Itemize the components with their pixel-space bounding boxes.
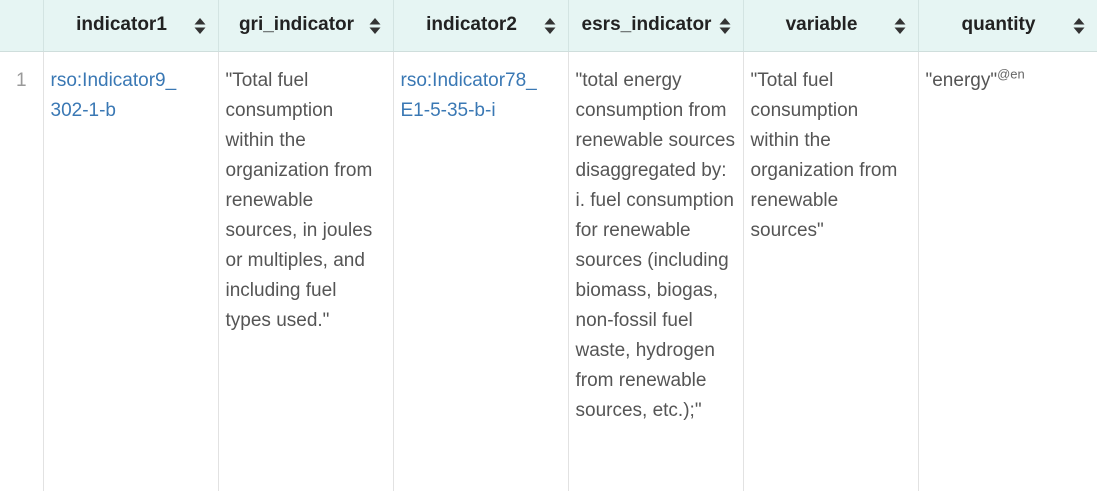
column-header-indicator1[interactable]: indicator1 [43,0,219,52]
language-tag: @en [997,66,1025,82]
sort-icon[interactable] [1073,17,1085,35]
column-header-label: indicator1 [76,14,167,36]
column-header-variable[interactable]: variable [743,0,919,52]
column-header-label: variable [785,14,858,36]
table-header: indicator1 gri_indicator indicator2 [0,0,1097,52]
cell-variable: "Total fuel consumption within the organ… [743,51,919,491]
column-header-label: gri_indicator [238,14,355,36]
cell-indicator2: rso:Indicator78_ E1-5-35-b-i [393,51,569,491]
column-header-indicator2[interactable]: indicator2 [393,0,569,52]
column-header-esrs-indicator[interactable]: esrs_indicator [568,0,744,52]
row-number: 1 [0,51,44,491]
sort-icon[interactable] [719,17,731,35]
quantity-value: "energy" [925,69,998,91]
column-header-gri-indicator[interactable]: gri_indicator [218,0,394,52]
cell-quantity: "energy"@en [918,51,1097,491]
sort-icon[interactable] [894,17,906,35]
cell-indicator1: rso:Indicator9_ 302-1-b [43,51,219,491]
cell-gri-indicator: "Total fuel consumption within the organ… [218,51,394,491]
table-body: 1 rso:Indicator9_ 302-1-b "Total fuel co… [0,51,1097,491]
sort-icon[interactable] [369,17,381,35]
row-number-header [0,0,44,52]
column-header-label: quantity [961,14,1036,36]
sort-icon[interactable] [544,17,556,35]
indicator1-link[interactable]: rso:Indicator9_ 302-1-b [50,69,177,121]
column-header-label: indicator2 [426,14,517,36]
table-row: 1 rso:Indicator9_ 302-1-b "Total fuel co… [0,51,1097,491]
sort-icon[interactable] [194,17,206,35]
column-header-label: esrs_indicator [581,14,712,36]
cell-esrs-indicator: "total energy consumption from renewable… [568,51,744,491]
column-header-quantity[interactable]: quantity [918,0,1097,52]
indicator2-link[interactable]: rso:Indicator78_ E1-5-35-b-i [400,69,537,121]
